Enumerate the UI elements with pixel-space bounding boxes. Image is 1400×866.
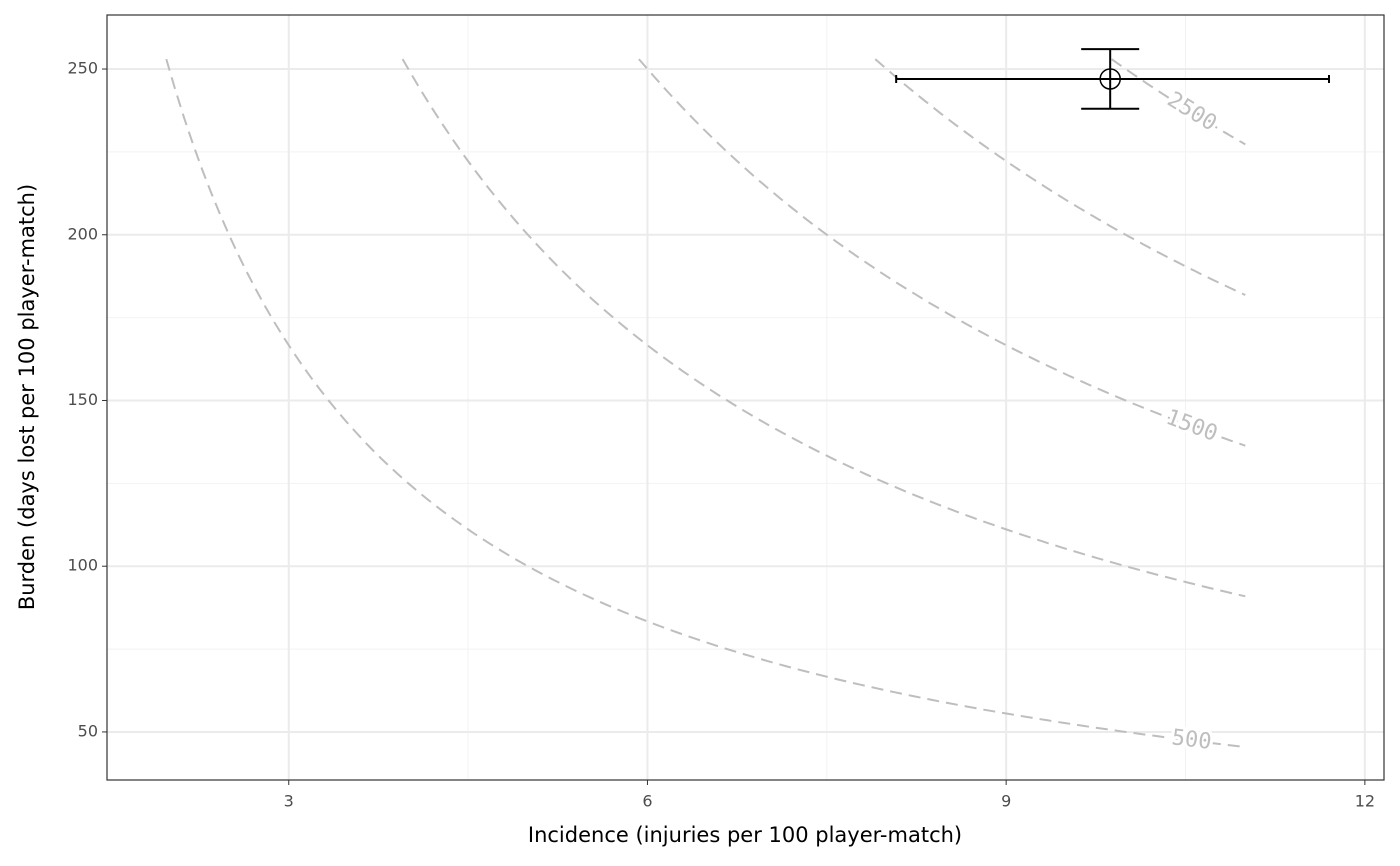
contour-line xyxy=(401,58,1246,598)
contour-label: 1500 xyxy=(1162,405,1220,447)
y-tick-label: 250 xyxy=(67,59,98,78)
y-tick-label: 200 xyxy=(67,224,98,243)
contour-line xyxy=(165,58,1246,748)
contour-line xyxy=(874,58,1246,296)
x-tick-label: 3 xyxy=(284,792,294,811)
x-axis-title: Incidence (injuries per 100 player-match… xyxy=(528,823,962,847)
contour-label: 500 xyxy=(1170,725,1213,755)
x-error-bar xyxy=(895,74,1330,83)
y-tick-label: 50 xyxy=(78,721,98,740)
y-tick-label: 100 xyxy=(67,556,98,575)
y-tick-label: 150 xyxy=(67,390,98,409)
y-axis-title: Burden (days lost per 100 player-match) xyxy=(15,184,39,610)
contour-line xyxy=(1111,58,1246,146)
x-tick-label: 6 xyxy=(642,792,652,811)
contour-label: 2500 xyxy=(1163,87,1221,136)
y-error-bar xyxy=(1081,48,1140,110)
x-tick-label: 12 xyxy=(1355,792,1375,811)
contour-line xyxy=(638,58,1246,447)
x-tick-label: 9 xyxy=(1001,792,1011,811)
plot-border xyxy=(106,14,1385,781)
point xyxy=(1099,68,1121,90)
